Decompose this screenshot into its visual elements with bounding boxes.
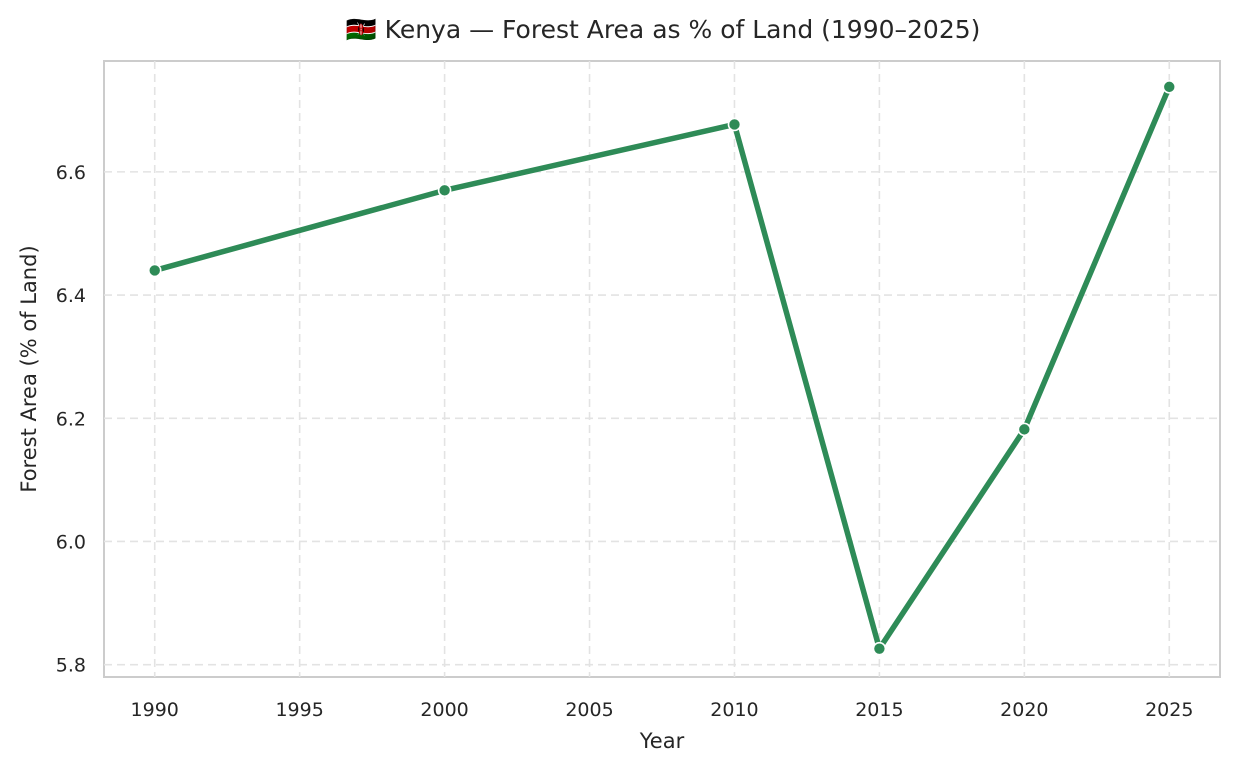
x-tick-label: 2015 (855, 699, 903, 721)
x-axis-ticks: 1990 1995 2000 2005 2010 2015 2020 2025 (131, 699, 1194, 721)
y-tick-label: 6.6 (56, 162, 86, 184)
series-line (151, 84, 1173, 652)
data-point (727, 117, 742, 132)
x-axis-label: Year (639, 729, 685, 753)
y-axis-ticks: 5.8 6.0 6.2 6.4 6.6 (56, 162, 86, 677)
x-tick-label: 2025 (1145, 699, 1193, 721)
data-point (1162, 80, 1177, 94)
data-point (147, 263, 162, 278)
x-tick-label: 2000 (420, 699, 468, 721)
chart-title: 🇰🇪 Kenya — Forest Area as % of Land (199… (346, 15, 981, 44)
x-tick-label: 1995 (275, 699, 323, 721)
series-layer (147, 80, 1177, 656)
plot-area (103, 60, 1221, 678)
data-point (437, 183, 452, 198)
y-tick-label: 6.0 (56, 531, 86, 553)
x-tick-label: 2005 (565, 699, 613, 721)
x-tick-label: 1990 (131, 699, 179, 721)
grid-lines (104, 61, 1220, 677)
y-tick-label: 5.8 (56, 655, 86, 677)
x-tick-label: 2020 (1000, 699, 1048, 721)
y-tick-label: 6.2 (56, 408, 86, 430)
y-axis-label: Forest Area (% of Land) (17, 245, 41, 492)
y-tick-label: 6.4 (56, 285, 86, 307)
data-point (872, 641, 887, 656)
x-tick-label: 2010 (710, 699, 758, 721)
data-point (1017, 422, 1032, 437)
